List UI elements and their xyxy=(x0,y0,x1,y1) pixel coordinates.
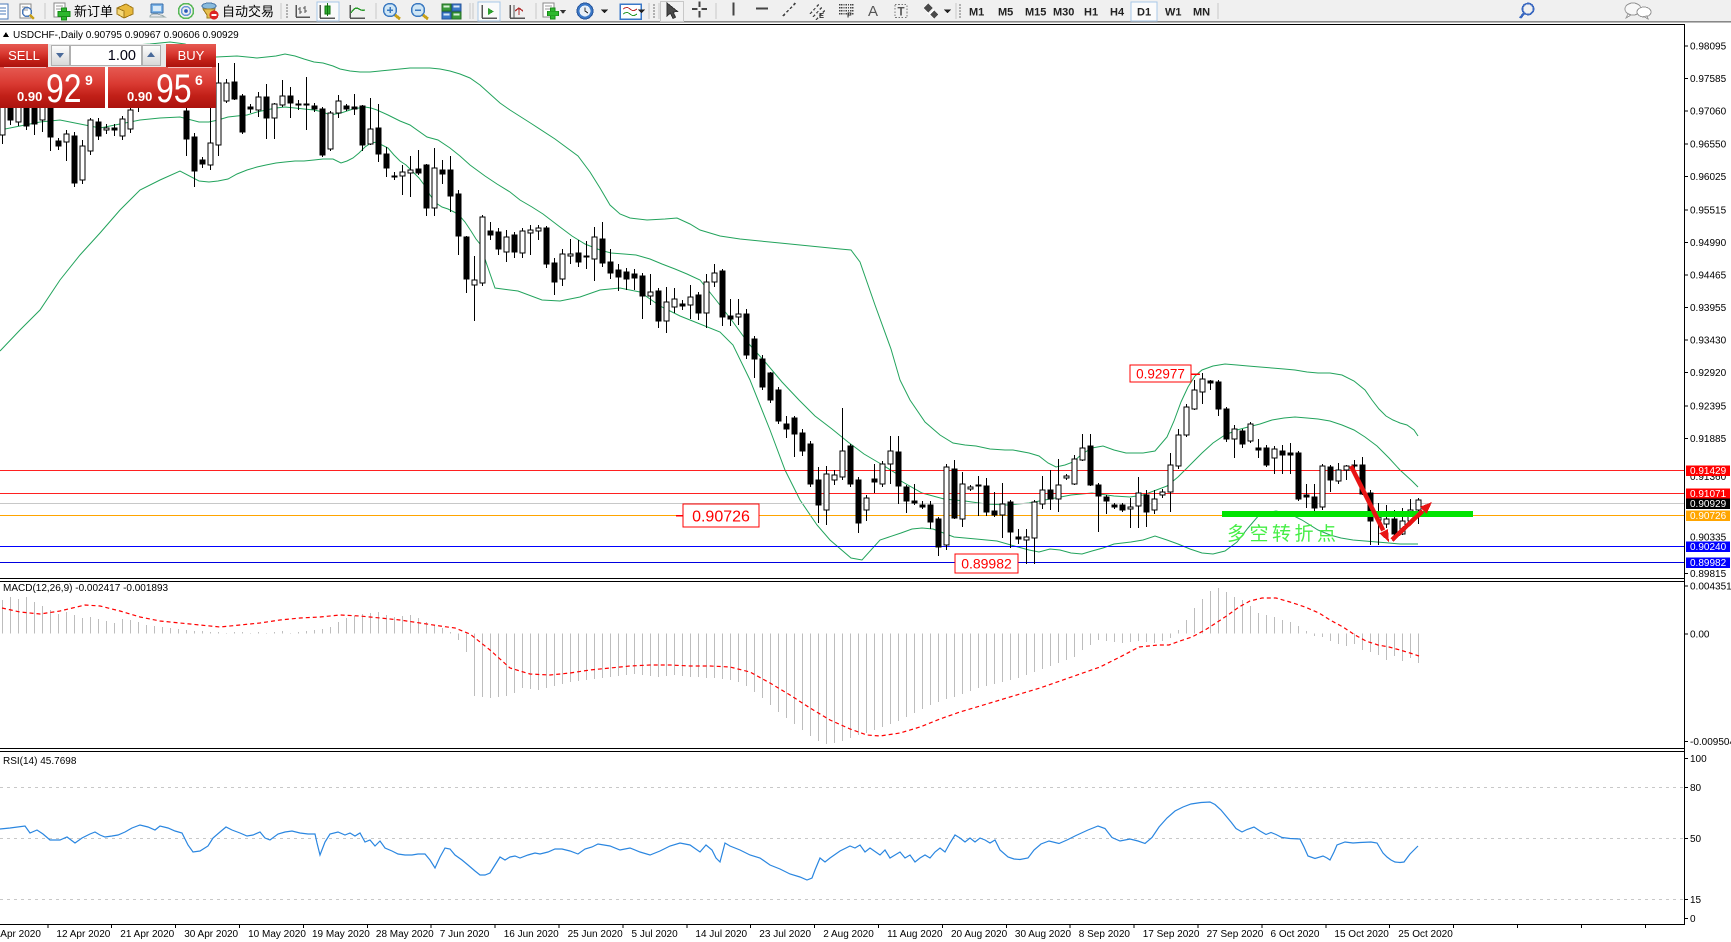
svg-text:W1: W1 xyxy=(1165,7,1182,19)
svg-text:0.94990: 0.94990 xyxy=(1690,238,1727,249)
svg-text:F: F xyxy=(847,11,852,20)
svg-text:0.93955: 0.93955 xyxy=(1690,303,1727,314)
svg-text:0.98095: 0.98095 xyxy=(1690,42,1727,53)
svg-text:25 Oct 2020: 25 Oct 2020 xyxy=(1398,929,1453,940)
svg-text:自动交易: 自动交易 xyxy=(222,4,274,19)
svg-text:0.95515: 0.95515 xyxy=(1690,205,1727,216)
svg-text:0.92977: 0.92977 xyxy=(1136,366,1185,381)
svg-text:30 Apr 2020: 30 Apr 2020 xyxy=(184,929,238,940)
svg-text:0.91885: 0.91885 xyxy=(1690,434,1727,445)
svg-text:0.97060: 0.97060 xyxy=(1690,107,1727,118)
svg-text:0.92920: 0.92920 xyxy=(1690,368,1727,379)
svg-text:14 Jul 2020: 14 Jul 2020 xyxy=(695,929,747,940)
svg-text:21 Apr 2020: 21 Apr 2020 xyxy=(120,929,174,940)
svg-text:RSI(14) 45.7698: RSI(14) 45.7698 xyxy=(3,756,77,767)
svg-text:0.91360: 0.91360 xyxy=(1690,472,1727,483)
svg-text:0.93430: 0.93430 xyxy=(1690,336,1727,347)
svg-text:17 Sep 2020: 17 Sep 2020 xyxy=(1143,929,1200,940)
svg-text:0.96550: 0.96550 xyxy=(1690,140,1727,151)
svg-text:0.89982: 0.89982 xyxy=(1690,558,1727,569)
svg-text:8 Sep 2020: 8 Sep 2020 xyxy=(1079,929,1131,940)
svg-text:MN: MN xyxy=(1193,7,1210,19)
svg-text:0.90240: 0.90240 xyxy=(1690,542,1727,553)
svg-text:M1: M1 xyxy=(969,7,984,19)
svg-text:0.90726: 0.90726 xyxy=(1690,511,1727,522)
svg-text:15: 15 xyxy=(1690,895,1702,906)
svg-text:MACD(12,26,9) -0.002417 -0.001: MACD(12,26,9) -0.002417 -0.001893 xyxy=(3,583,169,594)
svg-text:0.004351: 0.004351 xyxy=(1690,582,1731,593)
svg-text:0.96025: 0.96025 xyxy=(1690,172,1727,183)
svg-text:T: T xyxy=(898,7,905,19)
svg-text:0.00: 0.00 xyxy=(1690,630,1710,641)
svg-text:新订单: 新订单 xyxy=(74,4,113,19)
svg-text:19 May 2020: 19 May 2020 xyxy=(312,929,370,940)
svg-text:0.90726: 0.90726 xyxy=(692,508,750,525)
svg-text:E: E xyxy=(819,11,824,20)
svg-text:50: 50 xyxy=(1690,834,1702,845)
svg-text:2 Aug 2020: 2 Aug 2020 xyxy=(823,929,874,940)
svg-text:0: 0 xyxy=(1690,914,1696,925)
svg-text:0.91071: 0.91071 xyxy=(1690,489,1727,500)
svg-text:0.94465: 0.94465 xyxy=(1690,270,1727,281)
svg-text:100: 100 xyxy=(1690,754,1707,765)
svg-text:7 Jun 2020: 7 Jun 2020 xyxy=(440,929,490,940)
svg-text:1 Apr 2020: 1 Apr 2020 xyxy=(0,929,41,940)
svg-text:0.90929: 0.90929 xyxy=(1690,499,1727,510)
svg-text:-0.009504: -0.009504 xyxy=(1690,737,1731,748)
svg-text:15 Oct 2020: 15 Oct 2020 xyxy=(1334,929,1389,940)
svg-text:0.90335: 0.90335 xyxy=(1690,533,1727,544)
svg-text:0.92395: 0.92395 xyxy=(1690,401,1727,412)
svg-text:0.91429: 0.91429 xyxy=(1690,466,1727,477)
svg-text:A: A xyxy=(868,3,878,20)
svg-text:11 Aug 2020: 11 Aug 2020 xyxy=(887,929,943,940)
svg-text:M5: M5 xyxy=(998,7,1013,19)
svg-text:0.89815: 0.89815 xyxy=(1690,569,1727,580)
svg-text:M15: M15 xyxy=(1025,7,1046,19)
svg-text:0.97585: 0.97585 xyxy=(1690,74,1727,85)
svg-text:25 Jun 2020: 25 Jun 2020 xyxy=(568,929,623,940)
svg-text:6 Oct 2020: 6 Oct 2020 xyxy=(1271,929,1320,940)
svg-text:80: 80 xyxy=(1690,783,1702,794)
svg-text:10 May 2020: 10 May 2020 xyxy=(248,929,306,940)
svg-text:27 Sep 2020: 27 Sep 2020 xyxy=(1207,929,1264,940)
svg-text:USDCHF-,Daily 0.90795 0.90967: USDCHF-,Daily 0.90795 0.90967 0.90606 0.… xyxy=(13,30,239,41)
svg-text:H4: H4 xyxy=(1110,7,1125,19)
svg-text:28 May 2020: 28 May 2020 xyxy=(376,929,434,940)
svg-text:12 Apr 2020: 12 Apr 2020 xyxy=(56,929,110,940)
svg-text:20 Aug 2020: 20 Aug 2020 xyxy=(951,929,1008,940)
svg-text:多空转折点: 多空转折点 xyxy=(1227,523,1340,545)
svg-text:30 Aug 2020: 30 Aug 2020 xyxy=(1015,929,1072,940)
svg-text:0.89982: 0.89982 xyxy=(961,556,1012,572)
svg-text:23 Jul 2020: 23 Jul 2020 xyxy=(759,929,811,940)
svg-text:H1: H1 xyxy=(1084,7,1098,19)
svg-text:D1: D1 xyxy=(1137,7,1151,19)
svg-text:16 Jun 2020: 16 Jun 2020 xyxy=(504,929,559,940)
svg-text:5 Jul 2020: 5 Jul 2020 xyxy=(632,929,679,940)
svg-text:M30: M30 xyxy=(1053,7,1074,19)
